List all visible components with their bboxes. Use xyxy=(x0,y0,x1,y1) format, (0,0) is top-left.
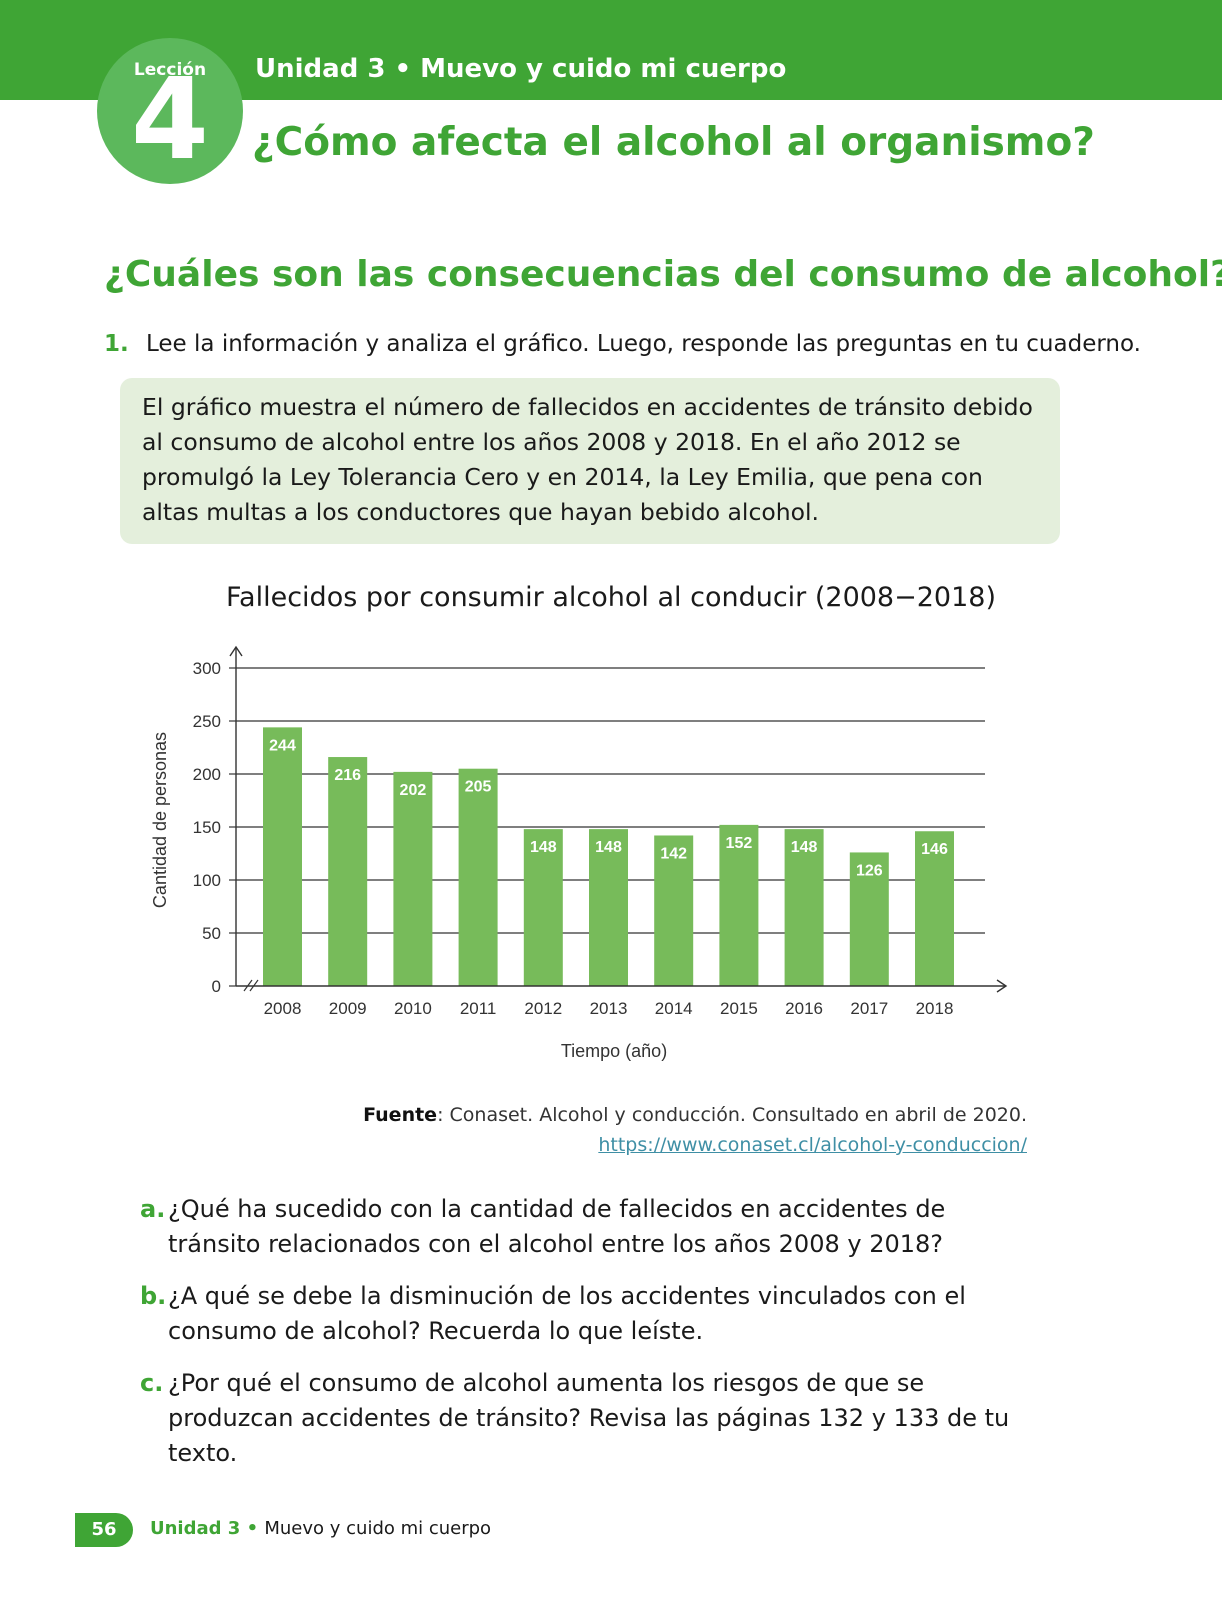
x-tick-label: 2010 xyxy=(394,999,432,1018)
info-text: El gráfico muestra el número de fallecid… xyxy=(142,393,1033,526)
x-tick-label: 2014 xyxy=(655,999,693,1018)
x-tick-label: 2017 xyxy=(850,999,888,1018)
x-tick-label: 2008 xyxy=(264,999,302,1018)
source-label: Fuente xyxy=(363,1104,438,1126)
question-text: ¿Por qué el consumo de alcohol aumenta l… xyxy=(168,1369,1010,1467)
info-box: El gráfico muestra el número de fallecid… xyxy=(120,378,1060,544)
chart-title: Fallecidos por consumir alcohol al condu… xyxy=(226,582,996,613)
y-tick-label: 250 xyxy=(193,712,221,731)
bar-value-label: 148 xyxy=(595,839,622,856)
pages-bold-1: páginas 132 xyxy=(716,1404,865,1432)
axis-break xyxy=(249,979,259,992)
bar-2018 xyxy=(915,831,954,986)
y-tick-label: 300 xyxy=(193,659,221,678)
question-text: ¿Qué ha sucedido con la cantidad de fall… xyxy=(168,1195,946,1258)
pages-bold-2: 133 xyxy=(893,1404,940,1432)
axis-break xyxy=(243,979,253,992)
unit-title: Unidad 3 • Muevo y cuido mi cuerpo xyxy=(255,54,787,84)
source-citation: Fuente: Conaset. Alcohol y conducción. C… xyxy=(363,1100,1027,1160)
lesson-title: ¿Cómo afecta el alcohol al organismo? xyxy=(252,120,1095,165)
question-letter: a. xyxy=(140,1195,166,1223)
y-tick-label: 150 xyxy=(193,818,221,837)
x-tick-label: 2012 xyxy=(524,999,562,1018)
x-tick-label: 2018 xyxy=(916,999,954,1018)
bar-value-label: 148 xyxy=(530,839,557,856)
x-tick-label: 2009 xyxy=(329,999,367,1018)
page-number: 56 xyxy=(75,1513,133,1547)
bar-value-label: 146 xyxy=(921,841,948,858)
bar-value-label: 126 xyxy=(856,862,883,879)
bar-value-label: 152 xyxy=(726,835,753,852)
bar-chart: 244 216 202 205 148 148 142 152 148 126 146 0 50 100… xyxy=(150,645,1008,1061)
bar-2015 xyxy=(719,824,759,986)
footer-unit: Unidad 3 xyxy=(150,1518,241,1539)
question-c: c. ¿Por qué el consumo de alcohol aument… xyxy=(140,1366,1040,1471)
bar-2017 xyxy=(849,852,889,986)
bar-2011 xyxy=(458,768,498,986)
chart-axes: 0 50 100 150 200 250 300 2008 2009 2010 2011 2012 20… xyxy=(193,645,1008,1018)
x-tick-label: 2011 xyxy=(460,999,497,1018)
question-a: a. ¿Qué ha sucedido con la cantidad de f… xyxy=(140,1192,1040,1262)
activity-number: 1. xyxy=(104,331,129,357)
y-axis-label: Cantidad de personas xyxy=(150,732,170,908)
x-axis-label: Tiempo (año) xyxy=(561,1041,667,1061)
lesson-badge: Lección 4 xyxy=(97,38,243,184)
bar-2012 xyxy=(523,829,563,986)
y-tick-label: 50 xyxy=(202,924,221,943)
source-link[interactable]: https://www.conaset.cl/alcohol-y-conducc… xyxy=(598,1134,1027,1156)
chart-bars: 244 216 202 205 148 148 142 152 148 126 146 xyxy=(263,727,954,986)
y-axis-arrow xyxy=(229,645,243,657)
bar-2009 xyxy=(328,757,368,986)
bar-value-label: 205 xyxy=(465,779,492,796)
bar-2013 xyxy=(589,829,628,986)
question-letter: c. xyxy=(140,1369,164,1397)
lesson-number: 4 xyxy=(131,55,209,185)
lesson-word: Lección xyxy=(133,60,207,80)
bar-2016 xyxy=(784,829,824,986)
activity-instruction: Lee la información y analiza el gráfico.… xyxy=(146,331,1141,357)
y-tick-label: 200 xyxy=(193,765,221,784)
bar-2014 xyxy=(654,835,694,986)
bar-2010 xyxy=(393,771,433,986)
x-axis-arrow xyxy=(996,979,1008,993)
source-text: : Conaset. Alcohol y conducción. Consult… xyxy=(437,1104,1027,1126)
section-title: ¿Cuáles son las consecuencias del consum… xyxy=(104,254,1222,295)
x-tick-label: 2013 xyxy=(590,999,628,1018)
bar-value-label: 216 xyxy=(334,767,361,784)
bar-2008 xyxy=(263,727,302,986)
bar-value-label: 202 xyxy=(400,782,427,799)
question-letter: b. xyxy=(140,1282,167,1310)
footer-unit-title: Muevo y cuido mi cuerpo xyxy=(264,1518,492,1539)
y-tick-label: 0 xyxy=(212,977,221,996)
x-tick-label: 2016 xyxy=(785,999,823,1018)
x-tick-label: 2015 xyxy=(720,999,758,1018)
bar-value-label: 142 xyxy=(660,845,687,862)
question-b: b. ¿A qué se debe la disminución de los … xyxy=(140,1279,1040,1349)
footer-text: Unidad 3 • Muevo y cuido mi cuerpo xyxy=(150,1518,492,1539)
question-text: ¿A qué se debe la disminución de los acc… xyxy=(168,1282,966,1345)
bar-value-label: 244 xyxy=(269,737,296,754)
y-tick-label: 100 xyxy=(193,871,221,890)
bar-value-label: 148 xyxy=(791,839,818,856)
